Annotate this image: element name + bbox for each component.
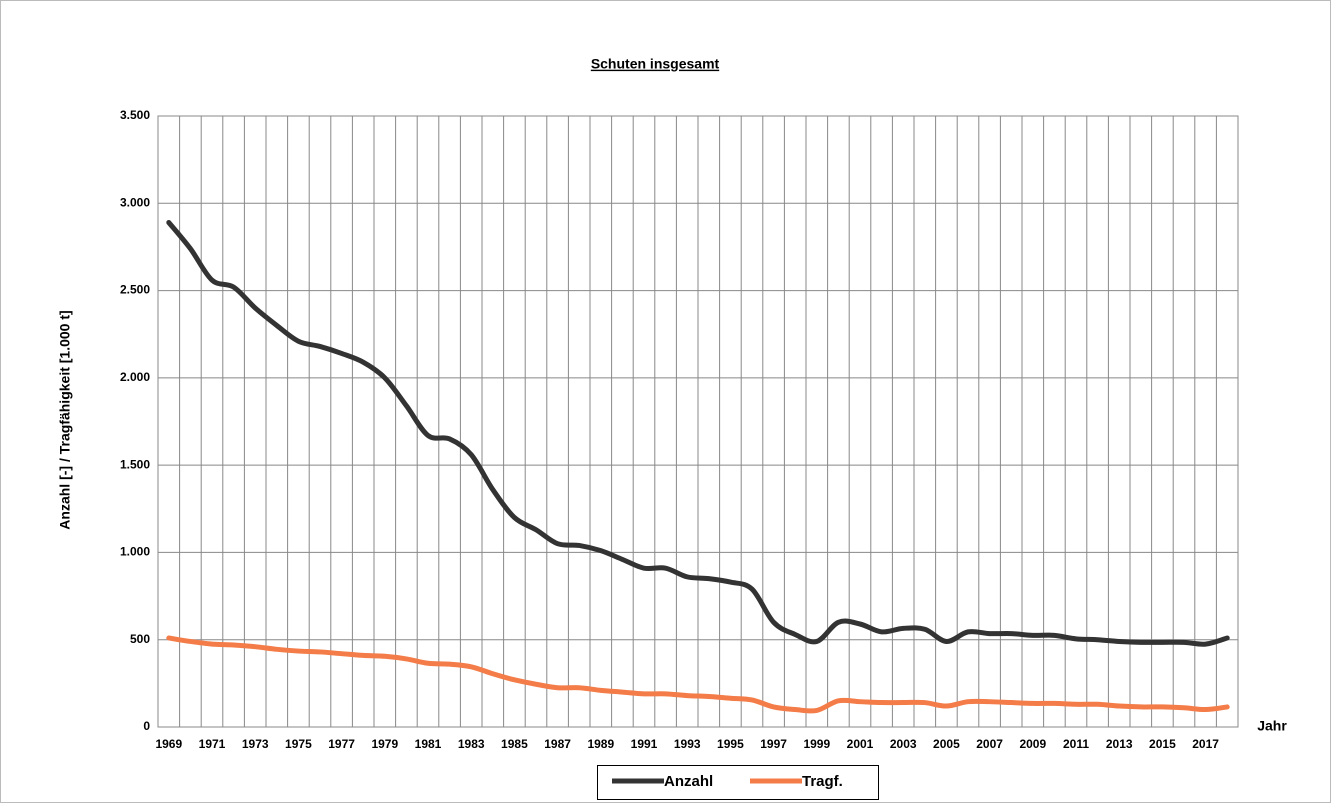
x-tick-label: 1995 — [717, 737, 744, 751]
x-tick-label: 1983 — [458, 737, 485, 751]
x-tick-label: 1999 — [803, 737, 830, 751]
x-tick-label: 1975 — [285, 737, 312, 751]
x-tick-label: 1997 — [760, 737, 787, 751]
y-tick-label: 3.500 — [120, 108, 150, 122]
x-tick-label: 2015 — [1149, 737, 1176, 751]
x-tick-label: 1969 — [155, 737, 182, 751]
x-tick-label: 2007 — [976, 737, 1003, 751]
x-tick-label: 1981 — [415, 737, 442, 751]
legend-label: Anzahl — [664, 773, 713, 790]
x-tick-label: 2011 — [1063, 737, 1089, 751]
y-tick-label: 1.500 — [120, 457, 150, 471]
x-tick-label: 1973 — [242, 737, 269, 751]
x-tick-label: 1991 — [631, 737, 658, 751]
x-tick-label: 2013 — [1106, 737, 1133, 751]
y-tick-label: 2.000 — [120, 370, 150, 384]
x-axis-label: Jahr — [1257, 718, 1287, 734]
x-tick-label: 2017 — [1192, 737, 1219, 751]
y-tick-label: 500 — [130, 632, 150, 646]
y-tick-label: 1.000 — [120, 545, 150, 559]
x-tick-label: 1979 — [371, 737, 398, 751]
x-tick-label: 1977 — [328, 737, 355, 751]
y-tick-label: 2.500 — [120, 283, 150, 297]
x-tick-label: 2001 — [847, 737, 874, 751]
y-tick-label: 3.000 — [120, 195, 150, 209]
x-tick-label: 2003 — [890, 737, 917, 751]
series-line — [166, 219, 1230, 647]
y-tick-label: 0 — [143, 719, 150, 733]
x-tick-label: 1989 — [587, 737, 614, 751]
x-tick-label: 2005 — [933, 737, 960, 751]
x-tick-label: 1971 — [199, 737, 226, 751]
series-line — [166, 635, 1230, 714]
x-tick-label: 1987 — [544, 737, 571, 751]
x-tick-label: 1993 — [674, 737, 701, 751]
x-tick-label: 1985 — [501, 737, 528, 751]
chart-title: Schuten insgesamt — [591, 56, 720, 72]
x-tick-label: 2009 — [1019, 737, 1046, 751]
legend-label: Tragf. — [802, 773, 843, 790]
y-axis-label: Anzahl [-] / Tragfähigkeit [1.000 t] — [57, 310, 73, 529]
